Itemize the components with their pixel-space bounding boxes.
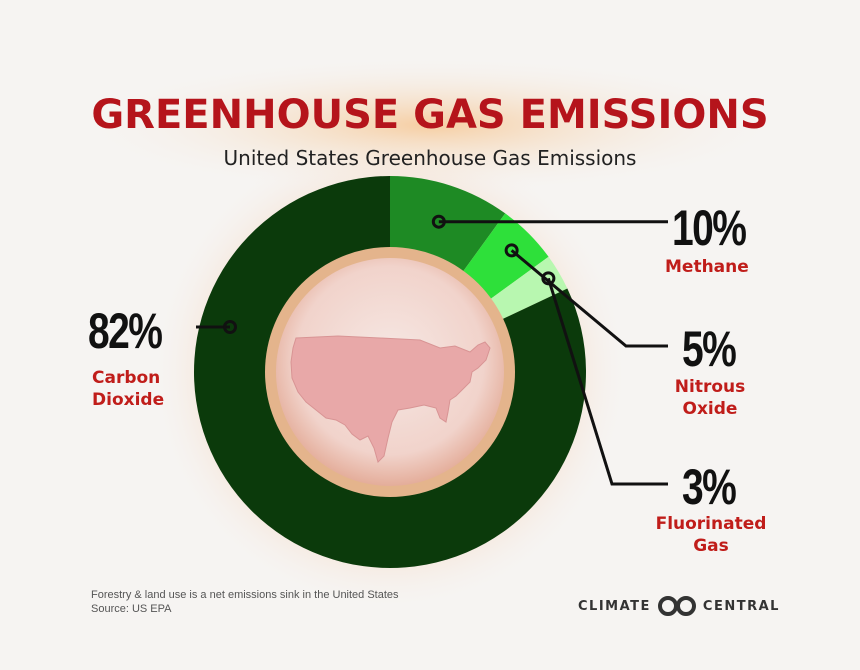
category-label-nitrous-oxide: Nitrous Oxide [662,376,758,420]
category-label-line: Methane [665,257,749,277]
footnote-source: Source: US EPA [91,603,172,615]
category-label-line: Nitrous [674,377,746,397]
footnote-note: Forestry & land use is a net emissions s… [91,589,399,601]
leader-line-fluorinated-gas [546,277,668,486]
chart-subtitle: United States Greenhouse Gas Emissions [223,146,637,170]
category-label-line: Gas [693,536,729,556]
category-label-line: Fluorinated [655,514,767,534]
leader-line-carbon-dioxide-dot [223,320,237,334]
donut-slice-carbon-dioxide [193,176,586,568]
donut-slice-nitrous-oxide [459,213,549,303]
climate-central-logo-icon [657,596,696,616]
leader-line-methane-dot [431,214,446,229]
category-label-line: Dioxide [92,390,165,410]
footnote: Forestry & land use is a net emissions s… [91,588,399,616]
category-label-carbon-dioxide: Carbon Dioxide [92,367,164,411]
title-glow [70,55,790,195]
brand-left-text: CLIMATE [578,598,651,614]
brand-right-text: CENTRAL [702,598,780,614]
united-states-map-icon [290,335,491,463]
chart-title: GREENHOUSE GAS EMISSIONS [91,92,769,138]
category-label-fluorinated-gas: Fluorinated Gas [646,513,776,557]
value-label-carbon-dioxide: 82% [88,303,163,359]
category-label-methane: Methane [665,256,749,278]
category-label-line: Carbon [92,368,161,388]
value-label-methane: 10% [672,200,747,256]
leader-line-nitrous-oxide-dot [504,243,519,258]
leader-lines [196,214,668,486]
value-label-fluorinated-gas: 3% [682,459,737,515]
brand-logo: CLIMATE CENTRAL [578,596,780,616]
category-label-line: Oxide [682,399,738,419]
value-label-nitrous-oxide: 5% [682,321,737,377]
leader-line-fluorinated-gas-dot [541,271,556,286]
